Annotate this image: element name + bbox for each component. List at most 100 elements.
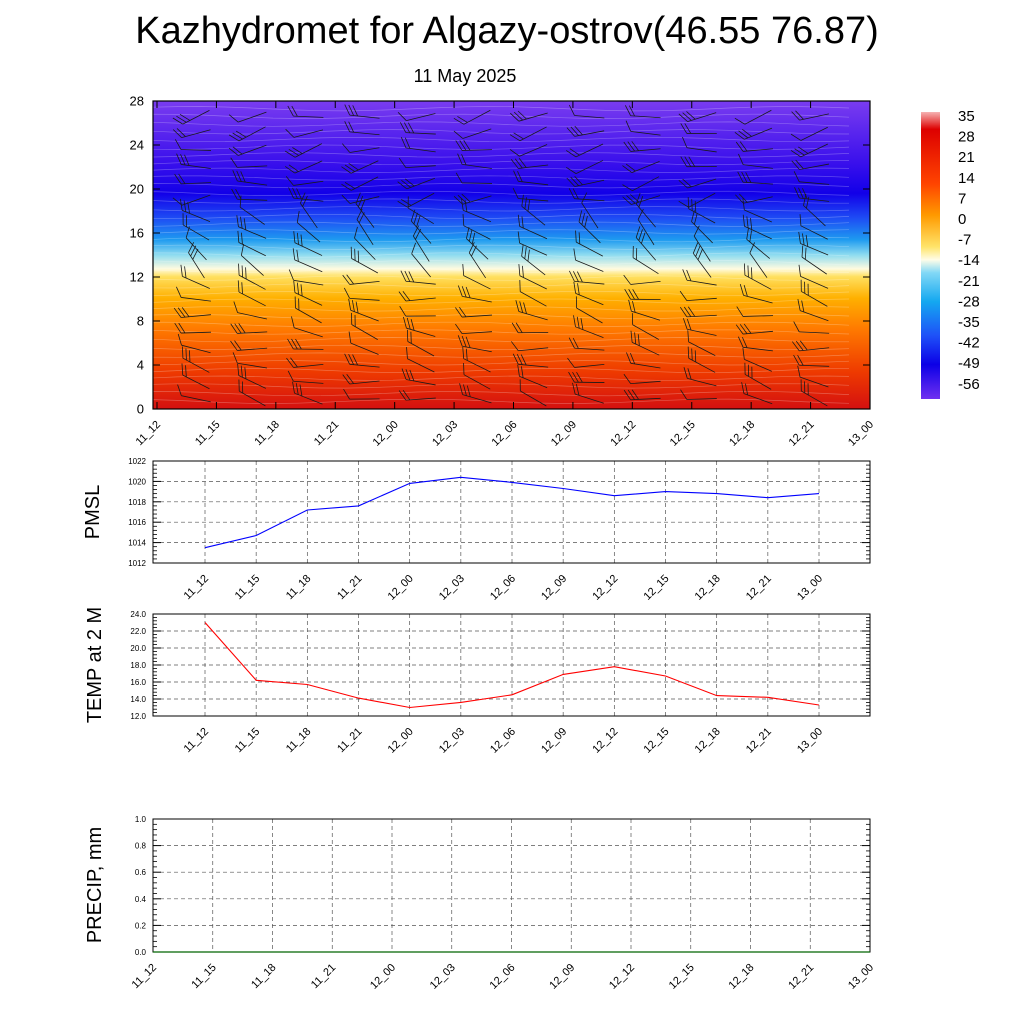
wind-barb: [348, 298, 379, 322]
wind-barb-flag: [182, 346, 184, 359]
colorbar-ramp: [921, 112, 940, 399]
wind-barb: [397, 112, 436, 121]
x-tick-label: 12_06: [488, 573, 518, 603]
profile-y-tick-label: 0: [137, 402, 144, 417]
wind-barb: [744, 263, 772, 290]
wind-barb: [630, 330, 660, 356]
wind-barb-shaft: [800, 126, 828, 141]
wind-barb: [236, 215, 267, 239]
wind-barb-flag: [628, 289, 635, 300]
wind-barb-flag: [624, 289, 631, 300]
wind-barb-flag: [623, 389, 631, 401]
wind-barb-flag: [287, 105, 294, 117]
wind-barb-flag: [569, 148, 580, 156]
wind-barb: [455, 172, 493, 184]
wind-barb-flag: [341, 194, 351, 204]
wind-barb-flag: [461, 335, 467, 348]
wind-barb-shaft: [461, 149, 493, 151]
wind-barb-shaft: [578, 221, 601, 244]
wind-barb-flag: [290, 357, 298, 368]
wind-barb-flag: [691, 199, 693, 211]
wind-barb-flag: [465, 336, 471, 348]
wind-barb-flag: [627, 141, 635, 152]
wind-barb-flag: [465, 348, 468, 361]
wind-barb-flag: [584, 215, 588, 228]
wind-barb: [521, 244, 546, 276]
wind-barb: [623, 274, 661, 285]
wind-barb: [354, 226, 376, 260]
wind-barb-flag: [741, 382, 745, 394]
wind-barb: [399, 306, 436, 317]
wind-barb-shaft: [520, 291, 547, 307]
wind-barb: [622, 176, 660, 192]
wind-barb-shaft: [743, 164, 773, 169]
wind-barb-flag: [627, 389, 635, 400]
x-tick-label: 13_00: [795, 573, 825, 603]
wind-barb-flag: [285, 128, 295, 138]
wind-barb-flag: [688, 156, 696, 167]
wind-barb-flag: [628, 299, 632, 312]
wind-barb-flag: [241, 265, 244, 278]
wind-barb-flag: [348, 163, 359, 171]
wind-barb-shaft: [180, 331, 212, 334]
wind-barb-flag: [794, 148, 805, 156]
wind-barb-shaft: [181, 297, 211, 302]
contour-line: [152, 136, 850, 143]
contour-line: [152, 121, 850, 127]
wind-barb: [735, 323, 773, 335]
wind-barb-flag: [625, 163, 636, 172]
wind-barb-shaft: [801, 390, 828, 407]
colorbar-label: -21: [958, 273, 980, 290]
wind-barb-shaft: [412, 235, 430, 262]
wind-barb-shaft: [294, 392, 323, 405]
wind-barb-flag: [299, 192, 306, 204]
wind-barb-flag: [790, 150, 801, 158]
wind-barb-flag: [805, 234, 809, 247]
wind-barb: [624, 289, 661, 300]
contour-line: [152, 237, 850, 243]
wind-barb-shaft: [406, 113, 436, 121]
wind-barb-flag: [453, 117, 465, 125]
wind-barb-flag: [744, 263, 746, 276]
wind-barb-shaft: [407, 207, 434, 225]
wind-barb-shaft: [799, 364, 830, 367]
x-tick-label: 12_09: [539, 573, 569, 603]
wind-barb: [623, 389, 661, 401]
y-tick-label: 0.0: [135, 948, 147, 957]
wind-barb-flag: [635, 226, 641, 238]
wind-barb-shaft: [630, 280, 661, 285]
wind-barb: [343, 388, 380, 400]
wind-barb: [341, 176, 379, 191]
wind-barb-flag: [240, 243, 245, 256]
wind-barb-flag: [230, 340, 238, 351]
wind-barb-flag: [230, 323, 238, 334]
wind-barb-flag: [405, 369, 411, 381]
wind-barb: [622, 194, 661, 205]
wind-barb-shaft: [630, 115, 661, 119]
wind-barb-shaft: [293, 115, 324, 118]
x-tick-label: 12_00: [386, 726, 416, 756]
wind-barb: [512, 353, 549, 368]
wind-barb-shaft: [349, 380, 380, 385]
wind-barb-flag: [566, 127, 575, 137]
wind-barb-shaft: [687, 178, 717, 189]
y-tick-label: 12.0: [130, 712, 146, 721]
wind-barb-flag: [403, 316, 407, 329]
wind-barb-flag: [691, 210, 695, 222]
wind-barb-flag: [240, 365, 243, 378]
wind-barb-flag: [344, 164, 355, 172]
wind-barb-flag: [185, 348, 187, 361]
wind-barb-flag: [570, 126, 579, 136]
wind-barb-flag: [799, 214, 802, 226]
wind-barb-flag: [568, 188, 575, 199]
wind-barb-flag: [747, 364, 749, 377]
profile-x-tick-label: 12_18: [727, 419, 757, 449]
wind-barb-flag: [573, 271, 579, 282]
precip-grid: [153, 819, 870, 952]
wind-barb-flag: [174, 173, 182, 185]
wind-barb: [296, 211, 321, 243]
wind-barb-shaft: [294, 292, 323, 306]
wind-barb-shaft: [355, 203, 375, 228]
contour-line: [152, 367, 850, 374]
wind-barb-flag: [184, 266, 187, 279]
